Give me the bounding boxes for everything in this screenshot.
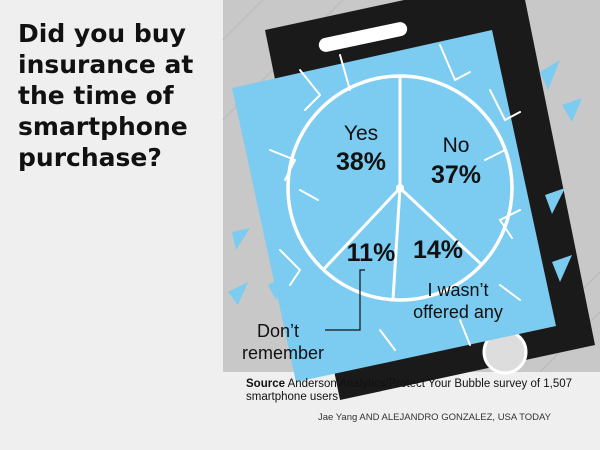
label-not-offered-1: I wasn’t	[427, 280, 488, 300]
slice-boundary-3	[391, 187, 402, 300]
value-yes: 38%	[336, 148, 386, 176]
value-not-offered: 14%	[413, 236, 463, 264]
slice-boundary-0	[322, 186, 402, 271]
pie-chart	[286, 74, 514, 302]
label-dont-remember-2: remember	[242, 343, 324, 363]
leader-line-dont-remember	[325, 269, 365, 331]
chart-title: Did you buy insurance at the time of sma…	[18, 19, 194, 172]
slice-labels: Yes 38% No 37% 14% I wasn’t offered any …	[242, 122, 503, 363]
source-text: Anderson Analytics/Protect Your Bubble s…	[246, 378, 573, 403]
value-dont-remember: 11%	[347, 239, 396, 267]
speaker-slot	[318, 22, 408, 52]
source-note: Source Anderson Analytics/Protect Your B…	[246, 378, 591, 404]
label-dont-remember-1: Don’t	[257, 321, 299, 341]
slice-boundary-2	[398, 186, 483, 266]
label-yes: Yes	[344, 122, 378, 145]
glass-shards	[228, 60, 582, 305]
label-no: No	[443, 134, 470, 157]
credit-line: Jae Yang AND ALEJANDRO GONZALEZ, USA TOD…	[318, 412, 552, 423]
value-no: 37%	[431, 161, 481, 189]
pie-center	[396, 184, 404, 192]
screen-cracks	[269, 44, 521, 351]
source-label: Source	[246, 378, 285, 390]
label-not-offered-2: offered any	[413, 302, 503, 322]
